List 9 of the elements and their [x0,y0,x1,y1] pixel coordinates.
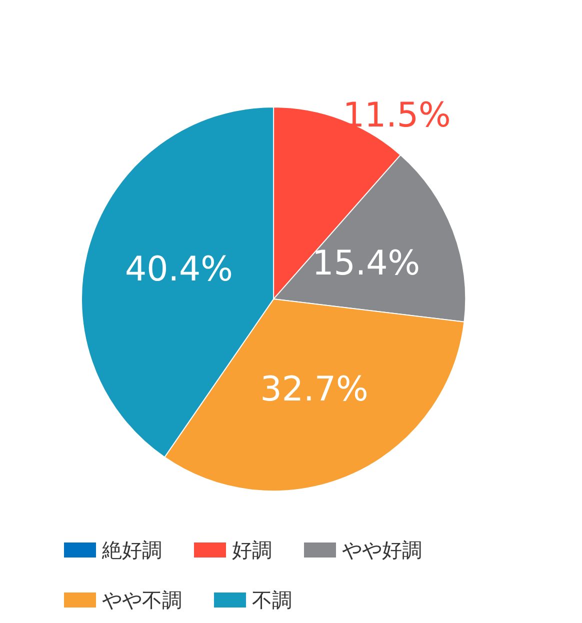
data-label: 40.4% [124,250,233,290]
data-label: 11.5% [342,96,451,136]
legend-label: 好調 [232,538,272,562]
legend-label: 絶好調 [101,538,162,562]
legend-label: 不調 [252,588,292,612]
data-label: 15.4% [312,244,420,284]
legend-label: やや不調 [102,588,182,612]
legend-label: やや好調 [342,538,422,562]
data-label: 32.7% [260,369,368,410]
